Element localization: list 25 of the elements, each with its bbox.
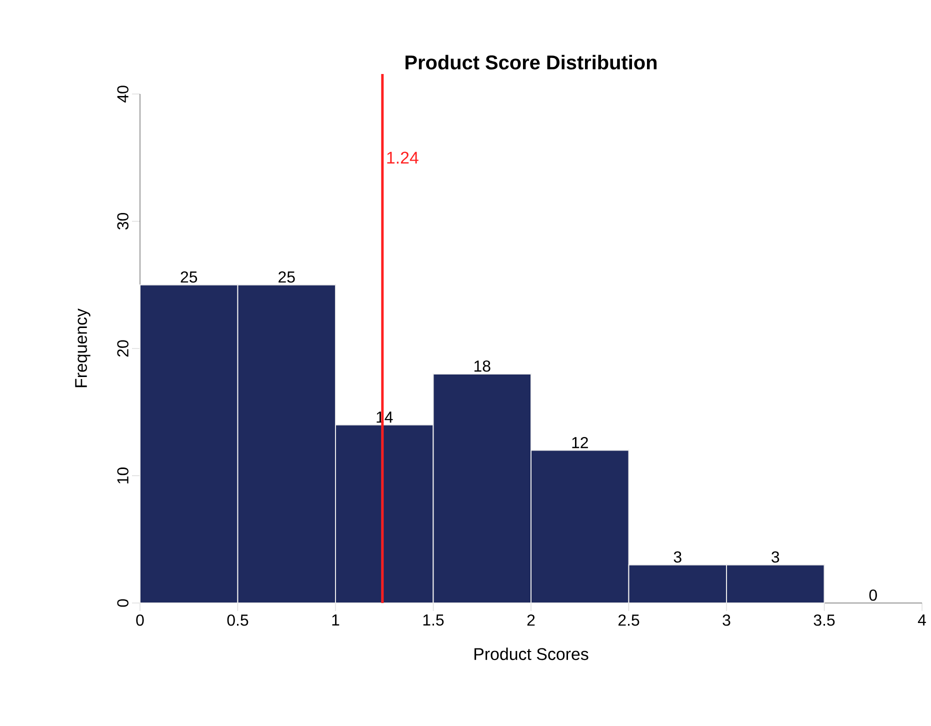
y-tick-label: 10 (117, 468, 128, 484)
y-tick-label: 40 (117, 86, 128, 102)
x-tick-label: 2.5 (618, 614, 640, 626)
data-label: 25 (278, 271, 295, 283)
x-tick-label: 0.5 (227, 614, 248, 626)
data-label: 18 (474, 360, 490, 372)
y-axis-title: Frequency (75, 308, 90, 388)
data-label: 0 (869, 590, 877, 601)
y-tick-label: 20 (117, 340, 128, 357)
data-label: 25 (180, 271, 198, 283)
x-tick-label: 4 (918, 614, 926, 626)
x-tick-label: 3 (722, 614, 730, 626)
x-tick-label: 3.5 (814, 614, 835, 626)
data-label: 3 (674, 551, 682, 563)
x-axis-title: Product Scores (474, 648, 588, 660)
x-tick-label: 2 (527, 614, 535, 626)
y-tick-label: 0 (117, 599, 128, 607)
data-label: 12 (572, 436, 588, 448)
data-label: 3 (772, 551, 780, 563)
x-tick-label: 1.5 (423, 614, 444, 626)
chart-title: Product Score Distribution (406, 54, 657, 70)
ref-line-label: 1.24 (387, 152, 418, 164)
x-tick-label: 1 (332, 614, 340, 626)
y-tick-label: 30 (117, 213, 128, 230)
x-tick-label: 0 (136, 614, 144, 626)
